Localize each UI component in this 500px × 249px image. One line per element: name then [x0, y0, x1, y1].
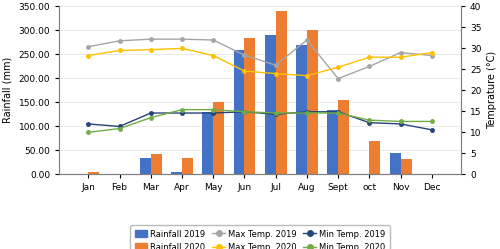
- Bar: [264, 35, 276, 174]
- Bar: [276, 11, 286, 174]
- Bar: [151, 154, 162, 174]
- Bar: [202, 112, 213, 174]
- Bar: [296, 45, 307, 174]
- Y-axis label: Temprature (°C): Temprature (°C): [487, 51, 497, 129]
- Bar: [88, 172, 100, 174]
- Bar: [213, 102, 224, 174]
- Bar: [244, 38, 256, 174]
- Bar: [171, 172, 182, 174]
- Bar: [182, 158, 193, 174]
- Y-axis label: Rainfall (mm): Rainfall (mm): [3, 57, 13, 124]
- Bar: [234, 50, 244, 174]
- Bar: [327, 110, 338, 174]
- Bar: [338, 100, 349, 174]
- Bar: [390, 153, 400, 174]
- Bar: [307, 30, 318, 174]
- Legend: Rainfall 2019, Rainfall 2020, Max Temp. 2019, Max Temp. 2020, Min Temp. 2019, Mi: Rainfall 2019, Rainfall 2020, Max Temp. …: [130, 226, 390, 249]
- Bar: [140, 158, 151, 174]
- Bar: [370, 141, 380, 174]
- Bar: [400, 159, 411, 174]
